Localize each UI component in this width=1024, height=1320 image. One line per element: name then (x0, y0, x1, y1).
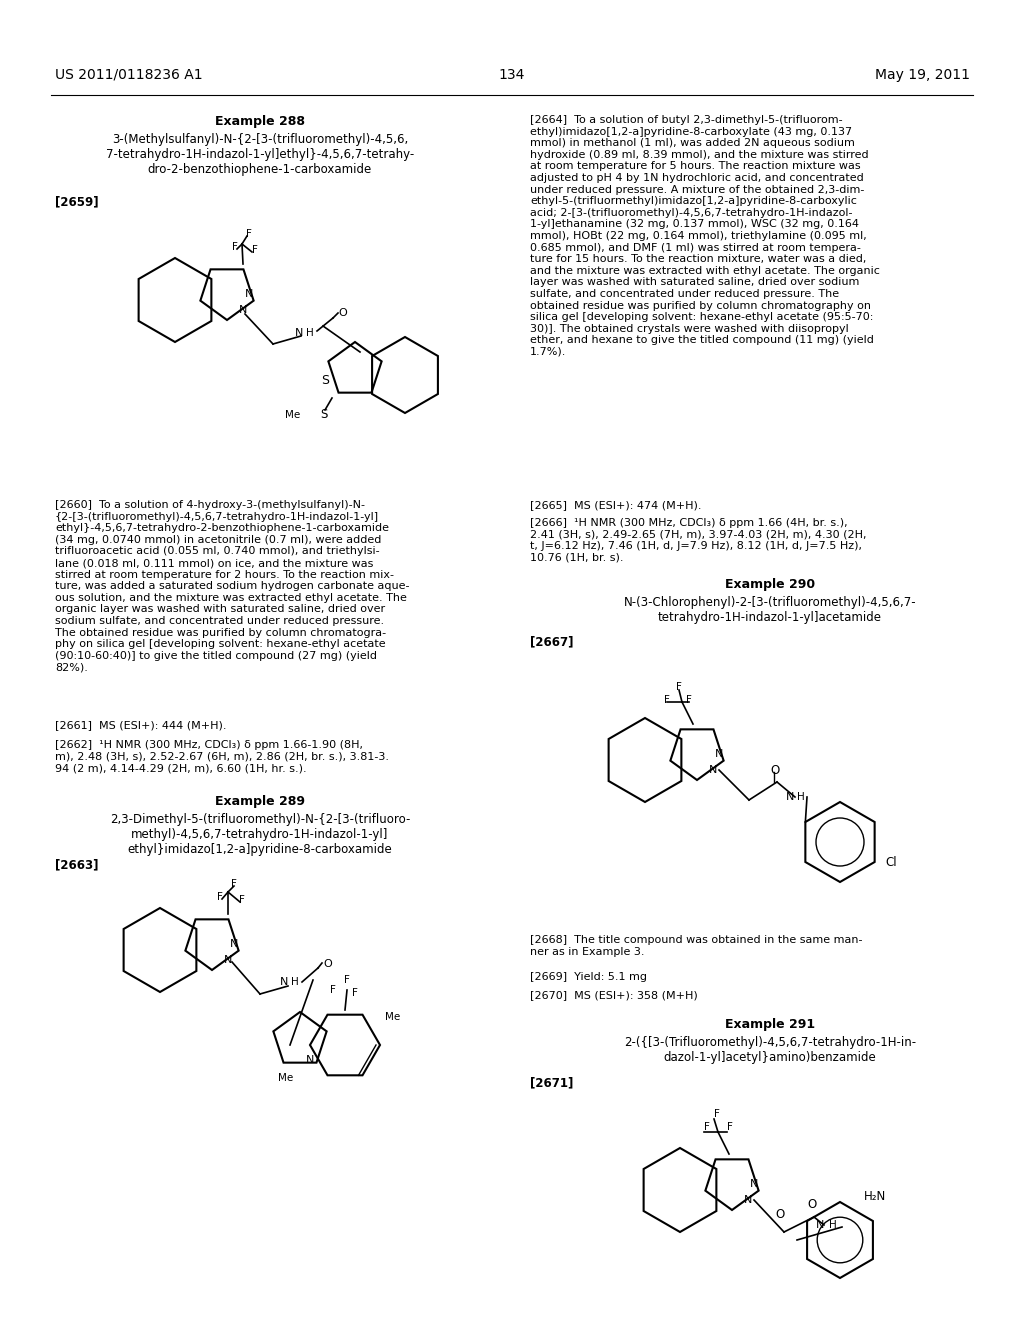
Text: O: O (770, 763, 779, 776)
Text: [2661]  MS (ESI+): 444 (M+H).: [2661] MS (ESI+): 444 (M+H). (55, 719, 226, 730)
Text: F: F (705, 1122, 710, 1133)
Text: 3-(Methylsulfanyl)-N-{2-[3-(trifluoromethyl)-4,5,6,
7-tetrahydro-1H-indazol-1-yl: 3-(Methylsulfanyl)-N-{2-[3-(trifluoromet… (105, 133, 414, 176)
Text: F: F (239, 895, 245, 906)
Text: N: N (224, 954, 232, 965)
Text: O: O (807, 1199, 816, 1212)
Text: N: N (306, 1055, 314, 1065)
Text: 2,3-Dimethyl-5-(trifluoromethyl)-N-{2-[3-(trifluoro-
methyl)-4,5,6,7-tetrahydro-: 2,3-Dimethyl-5-(trifluoromethyl)-N-{2-[3… (110, 813, 411, 855)
Text: H: H (829, 1220, 837, 1230)
Text: F: F (252, 246, 258, 255)
Text: H: H (797, 792, 805, 803)
Text: [2669]  Yield: 5.1 mg: [2669] Yield: 5.1 mg (530, 972, 647, 982)
Text: S: S (321, 374, 329, 387)
Text: 2-({[3-(Trifluoromethyl)-4,5,6,7-tetrahydro-1H-in-
dazol-1-yl]acetyl}amino)benza: 2-({[3-(Trifluoromethyl)-4,5,6,7-tetrahy… (624, 1036, 916, 1064)
Text: 134: 134 (499, 69, 525, 82)
Text: F: F (232, 242, 238, 252)
Text: F: F (727, 1122, 733, 1133)
Text: H₂N: H₂N (864, 1191, 886, 1204)
Text: H: H (291, 977, 299, 987)
Text: N: N (750, 1179, 758, 1189)
Text: [2662]  ¹H NMR (300 MHz, CDCl₃) δ ppm 1.66-1.90 (8H,
m), 2.48 (3H, s), 2.52-2.67: [2662] ¹H NMR (300 MHz, CDCl₃) δ ppm 1.6… (55, 741, 389, 774)
Text: Example 290: Example 290 (725, 578, 815, 591)
Text: [2667]: [2667] (530, 635, 573, 648)
Text: F: F (352, 987, 358, 998)
Text: Me: Me (385, 1012, 400, 1022)
Text: Example 291: Example 291 (725, 1018, 815, 1031)
Text: US 2011/0118236 A1: US 2011/0118236 A1 (55, 69, 203, 82)
Text: O: O (338, 308, 347, 318)
Text: O: O (323, 960, 332, 969)
Text: N: N (280, 977, 288, 987)
Text: F: F (686, 696, 692, 705)
Text: F: F (246, 228, 252, 239)
Text: F: F (664, 696, 670, 705)
Text: [2665]  MS (ESI+): 474 (M+H).: [2665] MS (ESI+): 474 (M+H). (530, 500, 701, 510)
Text: Me: Me (278, 1073, 293, 1082)
Text: F: F (231, 879, 237, 888)
Text: [2668]  The title compound was obtained in the same man-
ner as in Example 3.: [2668] The title compound was obtained i… (530, 935, 862, 957)
Text: Example 289: Example 289 (215, 795, 305, 808)
Text: [2664]  To a solution of butyl 2,3-dimethyl-5-(trifluorom-
ethyl)imidazo[1,2-a]p: [2664] To a solution of butyl 2,3-dimeth… (530, 115, 880, 356)
Text: [2671]: [2671] (530, 1076, 573, 1089)
Text: H: H (306, 327, 313, 338)
Text: N: N (785, 792, 794, 803)
Text: N: N (229, 939, 239, 949)
Text: May 19, 2011: May 19, 2011 (874, 69, 970, 82)
Text: N: N (709, 766, 717, 775)
Text: O: O (775, 1209, 784, 1221)
Text: [2663]: [2663] (55, 858, 98, 871)
Text: N: N (743, 1195, 753, 1205)
Text: N: N (245, 289, 253, 300)
Text: [2659]: [2659] (55, 195, 98, 209)
Text: Me: Me (285, 411, 300, 420)
Text: [2666]  ¹H NMR (300 MHz, CDCl₃) δ ppm 1.66 (4H, br. s.),
2.41 (3H, s), 2.49-2.65: [2666] ¹H NMR (300 MHz, CDCl₃) δ ppm 1.6… (530, 517, 866, 562)
Text: F: F (344, 975, 350, 985)
Text: F: F (217, 892, 223, 902)
Text: [2670]  MS (ESI+): 358 (M+H): [2670] MS (ESI+): 358 (M+H) (530, 990, 697, 1001)
Text: S: S (319, 408, 328, 421)
Text: Example 288: Example 288 (215, 115, 305, 128)
Text: [2660]  To a solution of 4-hydroxy-3-(methylsulfanyl)-N-
{2-[3-(trifluoromethyl): [2660] To a solution of 4-hydroxy-3-(met… (55, 500, 410, 672)
Text: N: N (715, 748, 723, 759)
Text: F: F (714, 1109, 720, 1119)
Text: N: N (816, 1220, 824, 1230)
Text: N: N (295, 327, 303, 338)
Text: N: N (239, 305, 247, 315)
Text: Cl: Cl (885, 855, 897, 869)
Text: F: F (676, 682, 682, 692)
Text: F: F (330, 985, 336, 995)
Text: N-(3-Chlorophenyl)-2-[3-(trifluoromethyl)-4,5,6,7-
tetrahydro-1H-indazol-1-yl]ac: N-(3-Chlorophenyl)-2-[3-(trifluoromethyl… (624, 597, 916, 624)
